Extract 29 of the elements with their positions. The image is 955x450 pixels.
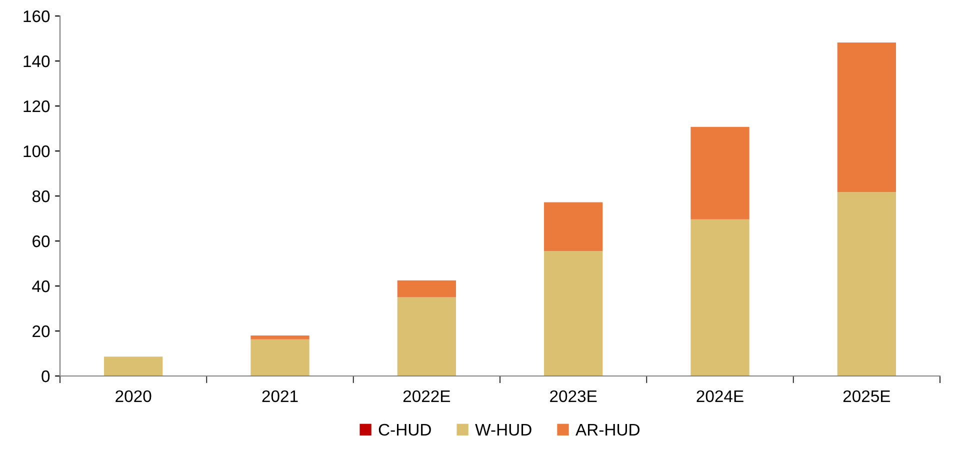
x-tick-label: 2021 [262, 390, 298, 402]
y-tick-label: 160 [24, 10, 50, 22]
bar [837, 42, 896, 192]
x-tick-label: 2024E [696, 390, 744, 402]
y-tick-label: 60 [32, 235, 50, 248]
x-tick-label: 2023E [550, 390, 597, 402]
x-tick-label: 2020 [116, 390, 152, 402]
bar [397, 297, 456, 376]
legend-label: C-HUD [378, 424, 431, 436]
legend-label: AR-HUD [576, 424, 640, 436]
bar [104, 356, 163, 376]
y-tick-label: 140 [24, 55, 50, 68]
bar [250, 339, 310, 376]
bar [397, 280, 456, 298]
y-tick-label: 100 [24, 145, 50, 158]
y-tick-label: 120 [24, 100, 50, 112]
bar [690, 219, 750, 376]
legend-label: W-HUD [475, 424, 532, 436]
x-tick-label: 2022E [403, 390, 450, 402]
bar [250, 336, 310, 340]
bar [690, 126, 750, 220]
bar [544, 202, 603, 252]
y-tick-label: 40 [32, 280, 50, 292]
y-tick-label: 20 [32, 325, 50, 338]
bar [837, 192, 896, 376]
y-tick-label: 80 [32, 190, 50, 202]
x-tick-label: 2025E [843, 390, 890, 402]
bar [544, 251, 603, 376]
y-tick-label: 0 [42, 370, 50, 382]
